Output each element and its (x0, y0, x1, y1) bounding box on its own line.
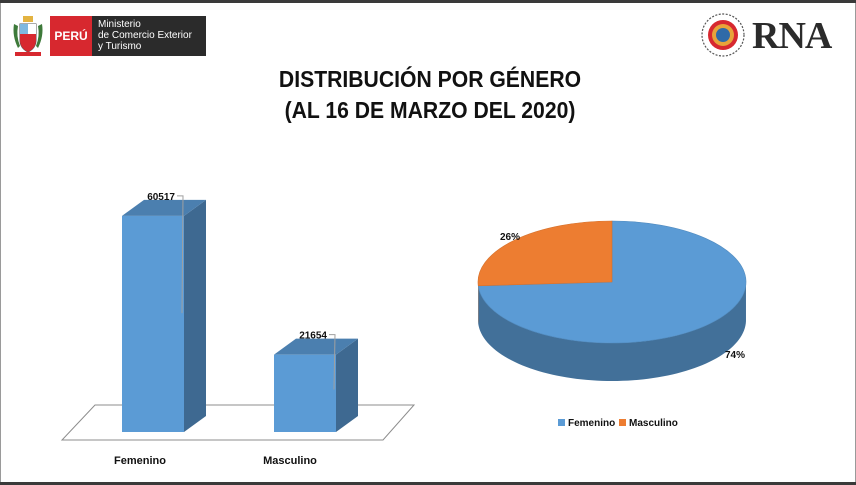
bar-chart-floor (62, 405, 414, 440)
legend-swatch (558, 419, 565, 426)
legend-label: Masculino (629, 418, 678, 429)
pie-data-label: 26% (500, 232, 520, 243)
bar-side (184, 200, 206, 432)
pie-data-label: 74% (725, 350, 745, 361)
bar-category-label: Masculino (263, 455, 317, 467)
bar-front (122, 216, 184, 432)
bar-data-label: 21654 (299, 331, 327, 342)
bar-category-label: Femenino (114, 455, 166, 467)
bar-data-label: 60517 (147, 192, 175, 203)
bar-side (336, 339, 358, 432)
pie-slice (478, 221, 612, 286)
legend-swatch (619, 419, 626, 426)
bar-front (274, 355, 336, 432)
legend-label: Femenino (568, 418, 615, 429)
